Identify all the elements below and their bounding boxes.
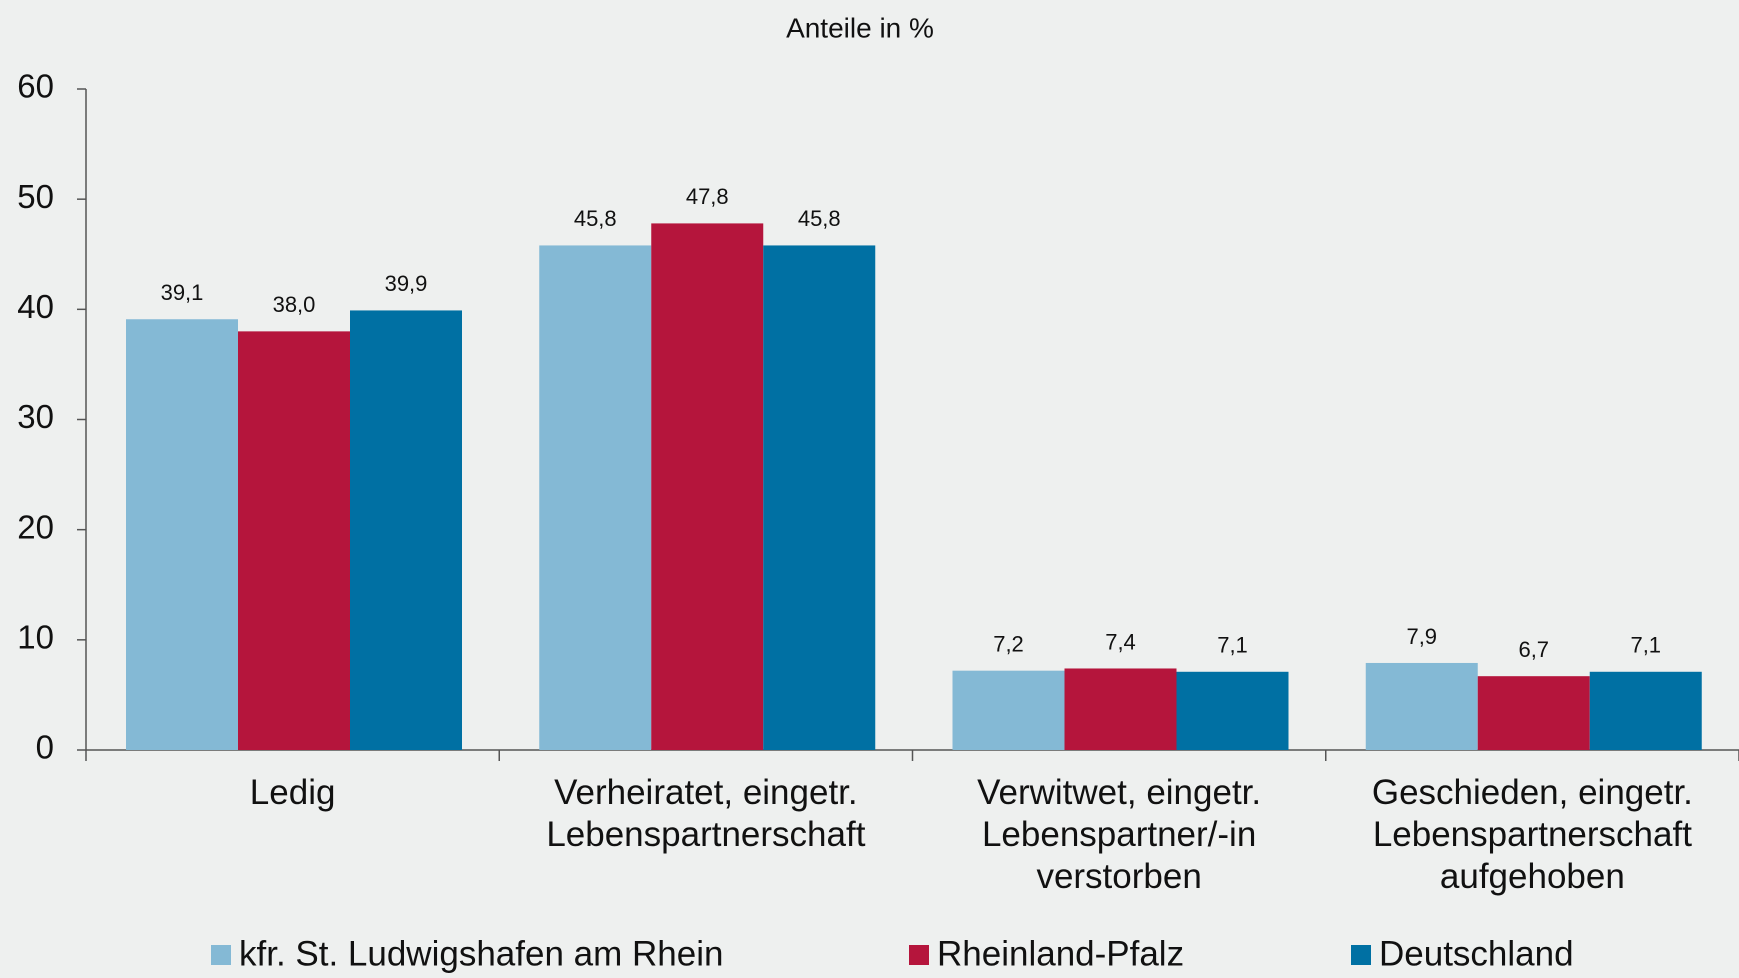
x-tick-label: Verwitwet, eingetr. Lebenspartner/-in vers… xyxy=(977,773,1261,896)
bar xyxy=(238,331,350,750)
value-label: 7,1 xyxy=(1217,633,1248,658)
value-label: 6,7 xyxy=(1518,637,1549,662)
x-tick-label-line: Ledig xyxy=(250,773,336,812)
bar xyxy=(763,245,876,751)
legend-label: kfr. St. Ludwigshafen am Rhein xyxy=(239,934,723,973)
y-tick-label: 20 xyxy=(17,508,54,545)
bar xyxy=(952,670,1065,750)
x-tick-label-line: Verheiratet, eingetr. xyxy=(554,773,858,812)
x-tick-label: Geschieden, eingetr. Lebenspartnerschaft a… xyxy=(1372,773,1693,896)
y-tick-label: 0 xyxy=(36,729,54,766)
bar xyxy=(1589,671,1702,750)
y-tick-label: 40 xyxy=(17,288,54,325)
bar xyxy=(1064,668,1177,750)
x-tick-label: Verheiratet, eingetr. Lebenspartnerschaft xyxy=(546,773,865,854)
y-tick-label: 50 xyxy=(17,178,54,215)
x-tick-label-line: Lebenspartnerschaft xyxy=(546,815,865,854)
value-label: 45,8 xyxy=(574,206,617,231)
x-tick-label-line: Geschieden, eingetr. xyxy=(1372,773,1693,812)
bar xyxy=(1176,671,1289,750)
bar xyxy=(126,319,238,750)
x-tick-label-line: Lebenspartnerschaft xyxy=(1373,815,1692,854)
y-tick-label: 30 xyxy=(17,398,54,435)
legend-label: Deutschland xyxy=(1379,934,1574,973)
y-tick-label: 60 xyxy=(17,68,54,105)
bar xyxy=(350,310,462,750)
value-label: 7,9 xyxy=(1406,624,1437,649)
legend-swatch xyxy=(1351,945,1371,965)
value-label: 7,4 xyxy=(1105,629,1136,654)
value-label: 45,8 xyxy=(798,206,841,231)
value-label: 39,9 xyxy=(385,271,428,296)
bar xyxy=(1477,676,1590,750)
value-label: 47,8 xyxy=(686,184,729,209)
x-tick-label: Ledig xyxy=(250,773,336,812)
bar xyxy=(651,223,764,751)
chart-title: Anteile in % xyxy=(786,12,934,43)
value-label: 38,0 xyxy=(273,292,316,317)
x-tick-label-line: aufgehoben xyxy=(1440,857,1625,896)
value-label: 7,1 xyxy=(1630,633,1661,658)
value-label: 7,2 xyxy=(993,631,1024,656)
value-label: 39,1 xyxy=(161,280,204,305)
x-tick-label-line: Verwitwet, eingetr. xyxy=(977,773,1261,812)
x-tick-label-line: verstorben xyxy=(1036,857,1201,896)
bar xyxy=(1365,662,1478,750)
x-tick-label-line: Lebenspartner/-in xyxy=(982,815,1256,854)
y-tick-label: 10 xyxy=(17,619,54,656)
bar xyxy=(539,245,652,751)
legend-swatch xyxy=(211,945,231,965)
legend-swatch xyxy=(909,945,929,965)
legend-label: Rheinland-Pfalz xyxy=(937,934,1184,973)
